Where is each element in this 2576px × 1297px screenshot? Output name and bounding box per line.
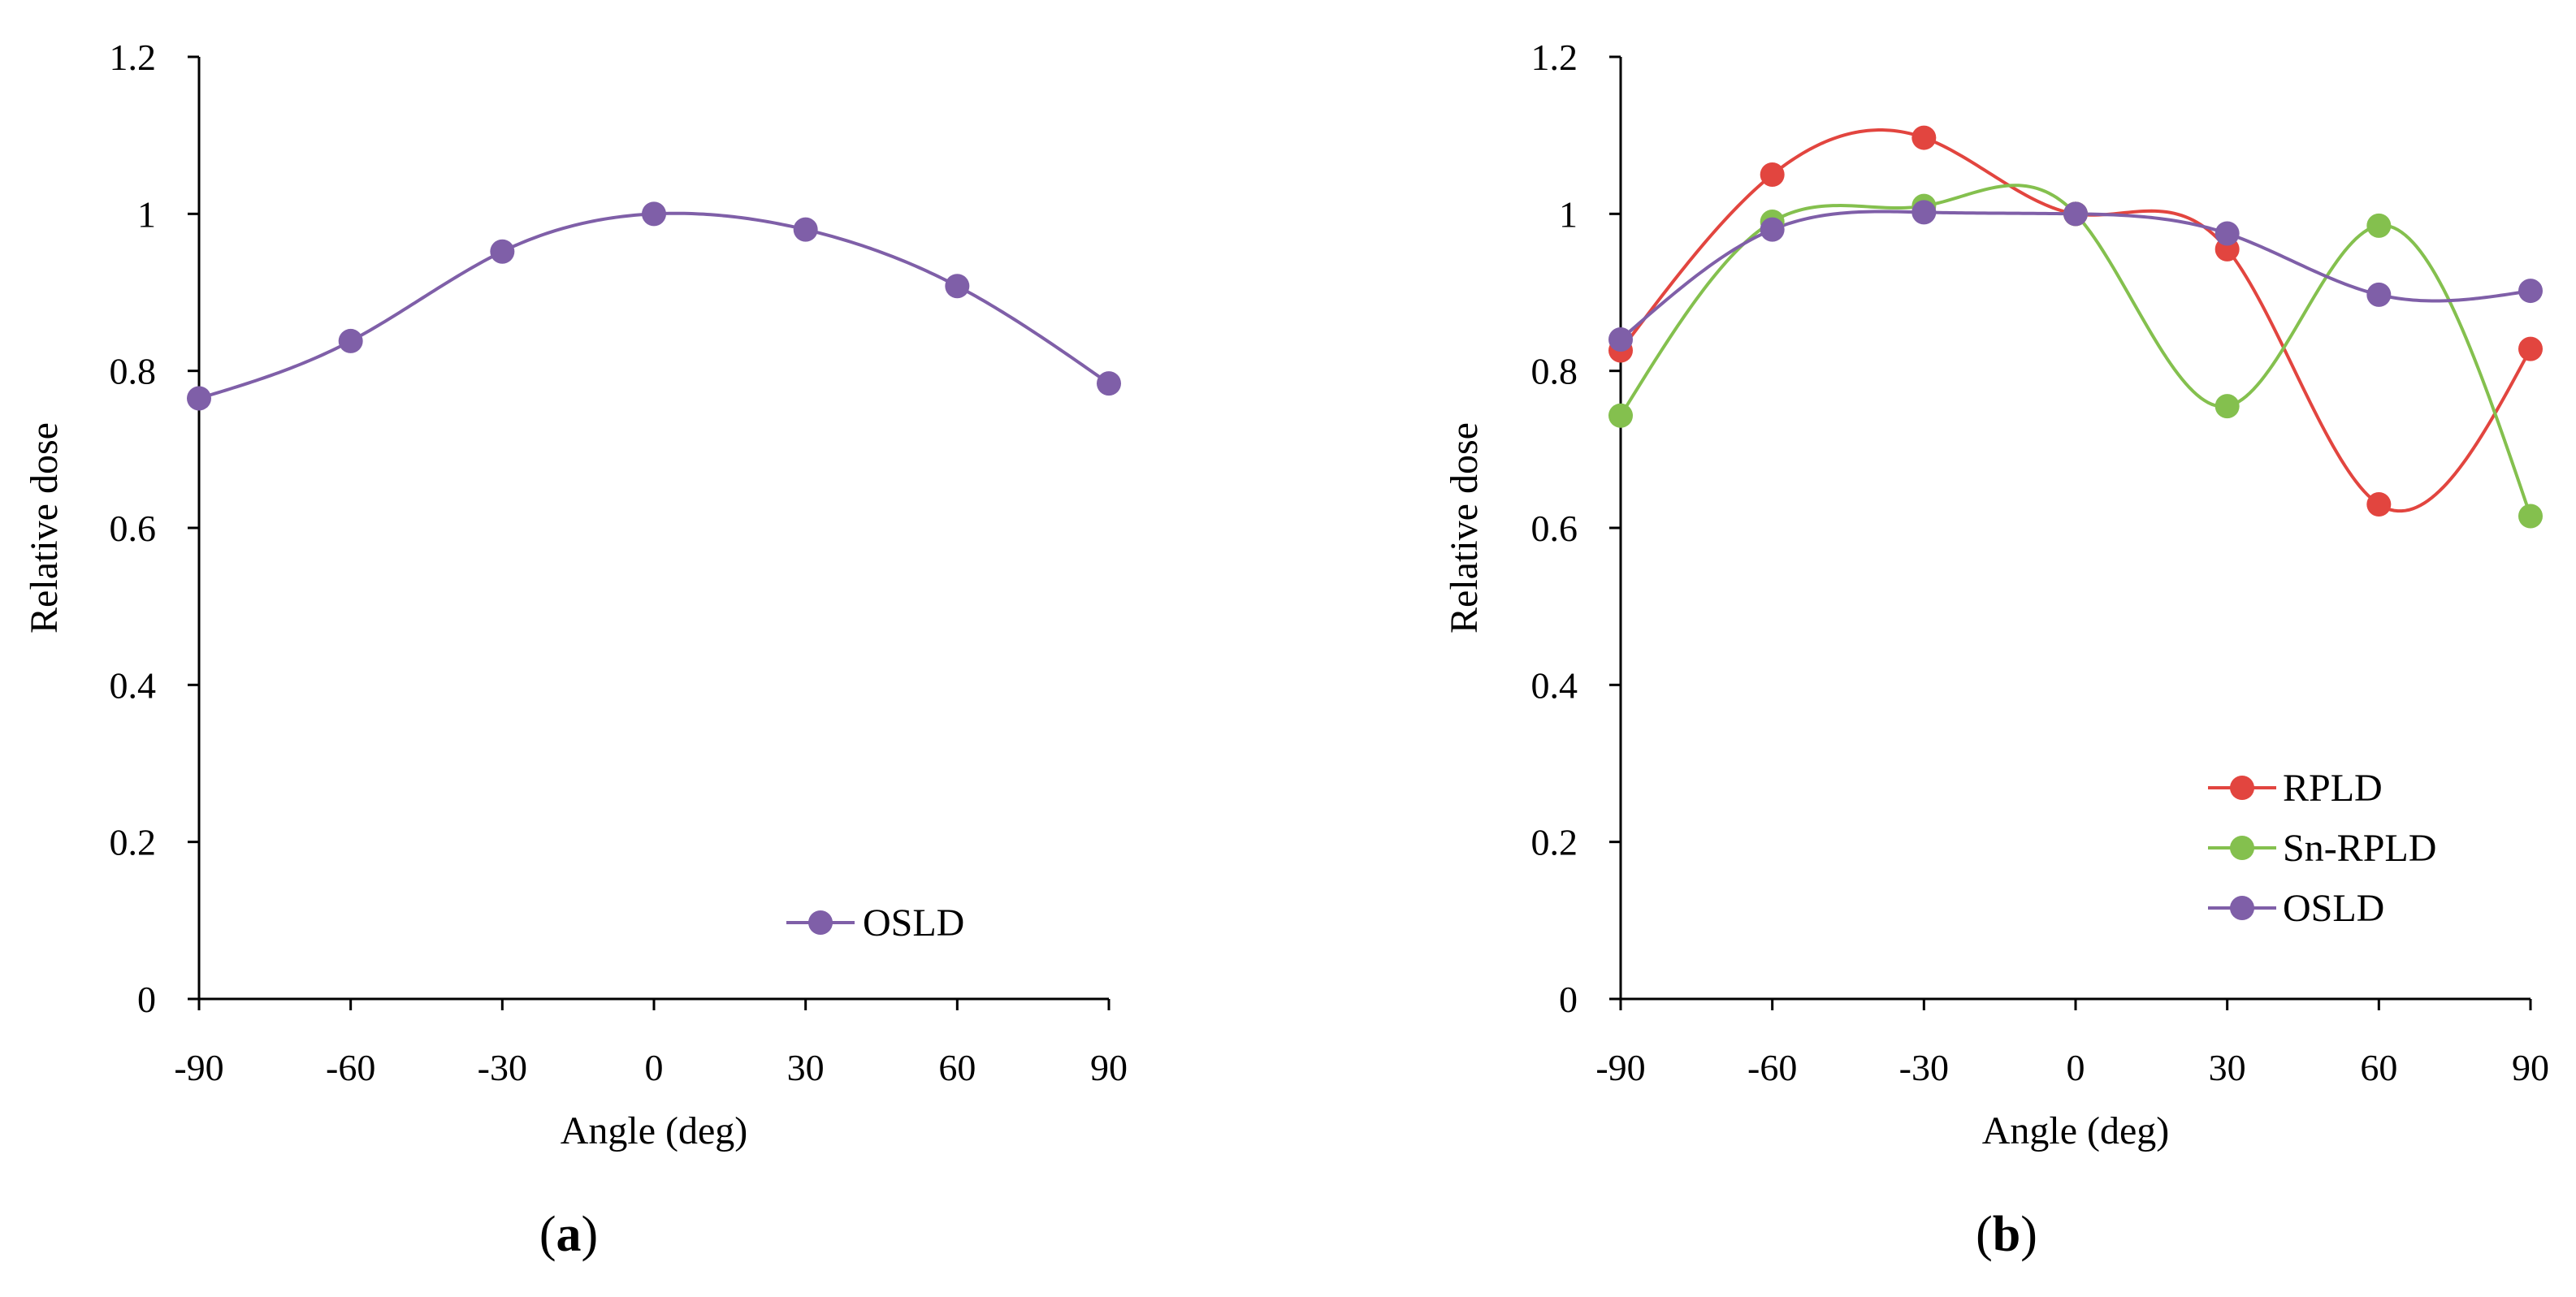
data-point-osld	[1760, 217, 1785, 242]
legend-label: OSLD	[863, 901, 964, 945]
data-point-osld	[2518, 279, 2543, 304]
data-point-osld	[1911, 200, 1937, 225]
data-point-osld	[1608, 327, 1633, 352]
data-point-osld	[338, 328, 363, 353]
x-tick-label: 0	[2067, 1047, 2085, 1088]
x-tick-label: -60	[1747, 1047, 1797, 1088]
data-point-osld	[642, 201, 666, 227]
y-tick-label: 0	[1559, 979, 1578, 1020]
data-point-osld	[2214, 221, 2240, 246]
y-tick-label: 0.4	[1531, 664, 1578, 706]
y-tick-label: 0	[137, 979, 156, 1020]
data-point-osld	[2063, 201, 2088, 227]
x-tick-label: 90	[1090, 1047, 1128, 1088]
x-tick-label: 60	[2360, 1047, 2397, 1088]
data-point-rpld	[1760, 162, 1785, 187]
series-line-rpld	[1619, 128, 2532, 513]
y-tick-label: 1.2	[1531, 37, 1578, 78]
x-tick-label: 30	[2209, 1047, 2246, 1088]
x-tick-label: 0	[645, 1047, 664, 1088]
data-point-osld	[187, 386, 211, 411]
legend-label: RPLD	[2283, 767, 2383, 810]
x-axis-title: Angle (deg)	[1982, 1109, 2170, 1152]
data-point-sn-rpld	[2518, 504, 2543, 529]
legend-label: Sn-RPLD	[2283, 827, 2436, 870]
chart-panel-a: 0 0.2 0.4 0.6 0.8 1 1.2 -90 -60 -30 0 30 60 90 Relativ…	[23, 37, 1128, 1262]
legend: RPLD Sn-RPLD OSLD	[2208, 767, 2436, 930]
x-tick-label: -90	[174, 1047, 223, 1088]
y-tick-label: 1	[137, 193, 156, 235]
data-point-osld	[2366, 282, 2392, 307]
data-point-osld	[490, 239, 515, 264]
x-tick-label: -30	[1899, 1047, 1949, 1088]
y-tick-label: 0.6	[110, 508, 157, 549]
y-tick-label: 0.6	[1531, 508, 1578, 549]
x-tick-label: -60	[326, 1047, 375, 1088]
legend-marker	[2230, 896, 2254, 920]
legend-marker	[2230, 776, 2254, 800]
data-point-rpld	[2366, 492, 2392, 517]
x-tick-label: -30	[478, 1047, 527, 1088]
x-axis-title: Angle (deg)	[561, 1109, 748, 1152]
legend-marker	[2230, 836, 2254, 860]
x-tick-label: 90	[2512, 1047, 2549, 1088]
data-point-rpld	[1911, 125, 1937, 150]
panel-label: (b)	[1976, 1207, 2037, 1262]
data-point-sn-rpld	[2214, 394, 2240, 419]
data-point-rpld	[2518, 336, 2543, 361]
y-axis-title: Relative dose	[1443, 422, 1486, 633]
data-point-osld	[1097, 371, 1121, 396]
series-line-osld	[198, 211, 1110, 400]
x-tick-label: 60	[938, 1047, 976, 1088]
data-point-sn-rpld	[2366, 213, 2392, 238]
x-tick-label: 30	[787, 1047, 825, 1088]
data-point-sn-rpld	[1608, 403, 1633, 428]
y-axis-title: Relative dose	[23, 422, 66, 633]
y-tick-label: 0.8	[110, 351, 157, 392]
data-point-osld	[793, 217, 818, 242]
y-tick-label: 1	[1559, 193, 1578, 235]
y-tick-label: 0.8	[1531, 351, 1578, 392]
y-tick-label: 0.2	[110, 822, 157, 863]
data-point-osld	[945, 274, 970, 299]
legend: OSLD	[786, 901, 964, 945]
y-tick-label: 0.2	[1531, 822, 1578, 863]
legend-label: OSLD	[2283, 887, 2384, 930]
legend-marker	[808, 910, 833, 935]
x-tick-label: -90	[1595, 1047, 1645, 1088]
panel-label: (a)	[539, 1207, 598, 1262]
y-tick-label: 1.2	[110, 37, 157, 78]
y-tick-label: 0.4	[110, 664, 157, 706]
chart-panel-b: 0 0.2 0.4 0.6 0.8 1 1.2 -90 -60 -30 0 30 60 90 Relativ…	[1443, 37, 2549, 1262]
